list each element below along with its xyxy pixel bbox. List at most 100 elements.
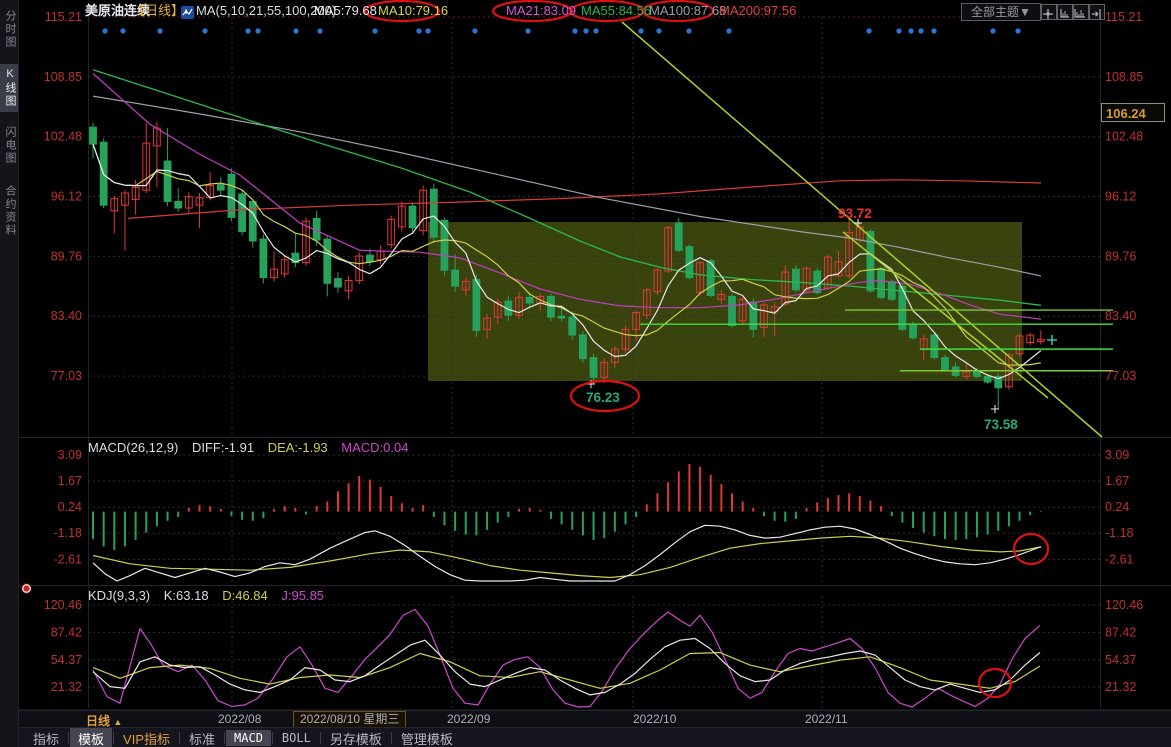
svg-text:54.37: 54.37 (51, 653, 82, 667)
kdj-panel-header: KDJ(9,3,3) K:63.18 D:46.84 J:95.85 (88, 588, 334, 603)
toolbar-divider (271, 732, 273, 744)
svg-text:76.23: 76.23 (586, 390, 620, 405)
toolbar-item-4[interactable]: 标准 (189, 731, 216, 747)
drawing-lines-layer (621, 21, 1113, 438)
svg-text:-2.61: -2.61 (1105, 552, 1134, 566)
period-switcher[interactable]: 日线 ▲ (86, 714, 123, 728)
svg-text:102.48: 102.48 (44, 130, 82, 144)
macd-name: MACD(26,12,9) (88, 440, 179, 455)
svg-text:0.24: 0.24 (58, 500, 82, 514)
ma-value-label: MA55:84.56 (581, 3, 652, 18)
symbol-title: 美原油连续 (85, 3, 151, 18)
ma-value-label: MA21:83.09 (506, 3, 577, 18)
fit-x-axis-icon[interactable] (1073, 4, 1089, 20)
indicator-toolbar: 指标 模板 VIP指标 标准 MACD BOLL 另存模板 管理模板 (18, 727, 1171, 747)
macd-panel-header: MACD(26,12,9) DIFF:-1.91 DEA:-1.93 MACD:… (88, 440, 419, 455)
ma-value-label: MA200:97.56 (719, 3, 797, 18)
toolbar-divider (68, 732, 70, 744)
svg-text:115.21: 115.21 (1105, 10, 1142, 24)
toolbar-divider (113, 732, 115, 744)
price-highlight-label: 106.24 (1101, 103, 1165, 122)
toolbar-item-2[interactable]: 模板 (70, 727, 113, 747)
date-tick-label: 2022/10 (633, 712, 677, 726)
toolbar-divider (319, 732, 321, 744)
svg-text:1.67: 1.67 (1105, 474, 1129, 488)
toolbar-item-7[interactable]: 另存模板 (329, 731, 382, 747)
theme-select-button[interactable]: 全部主题▼ (961, 3, 1041, 21)
date-axis-row: 日线 ▲ 2022/08/10 星期三 2022/08 2022/09 2022/1… (18, 710, 1171, 728)
kdj-d-readout: D:46.84 (222, 588, 268, 603)
date-tick-label: 2022/11 (805, 712, 848, 726)
svg-text:77.03: 77.03 (1105, 369, 1136, 383)
sidebar-tab-4[interactable]: 合约资料 (4, 185, 16, 237)
period-arrow-icon: ▲ (113, 717, 123, 727)
macd-layer (92, 464, 1042, 582)
toolbar-divider (224, 732, 226, 744)
sidebar-tab-2[interactable]: K线图 (0, 64, 18, 112)
svg-text:-1.18: -1.18 (54, 526, 83, 540)
axis-labels-layer: 115.21 115.21 108.85 108.85 102.48 102.48 96.1… (44, 10, 1144, 694)
svg-text:54.37: 54.37 (1105, 653, 1136, 667)
kdj-k-readout: K:63.18 (163, 588, 209, 603)
toolbar-item-5[interactable]: MACD (226, 730, 271, 746)
selected-date-label: 2022/08/10 星期三 (293, 711, 407, 728)
toolbar-item-3[interactable]: VIP指标 (123, 731, 170, 747)
shift-right-icon[interactable] (1089, 4, 1105, 20)
svg-text:73.58: 73.58 (984, 417, 1018, 432)
macd-macd-readout: MACD:0.04 (341, 440, 409, 455)
svg-text:0.24: 0.24 (1105, 500, 1129, 514)
macd-dea-readout: DEA:-1.93 (267, 440, 328, 455)
toolbar-item-6[interactable]: BOLL (281, 731, 311, 745)
event-dots-layer (102, 28, 1021, 34)
svg-text:93.72: 93.72 (838, 206, 872, 221)
sidebar-tab-1[interactable]: 分时图 (4, 10, 16, 49)
svg-text:120.46: 120.46 (44, 598, 82, 612)
svg-text:87.42: 87.42 (1105, 625, 1136, 639)
svg-text:102.48: 102.48 (1105, 130, 1143, 144)
svg-text:89.76: 89.76 (51, 249, 82, 263)
toolbar-item-1[interactable]: 指标 (33, 731, 60, 747)
annotations-layer: 93.72 76.23 73.58 (363, 0, 1057, 699)
svg-text:1.67: 1.67 (58, 474, 82, 488)
ma-settings-label: MA(5,10,21,55,100,200) (196, 3, 337, 18)
ma-lines-layer (92, 69, 1042, 380)
svg-text:21.32: 21.32 (51, 680, 82, 694)
svg-text:108.85: 108.85 (44, 70, 82, 84)
svg-text:3.09: 3.09 (58, 448, 82, 462)
kline-icon (181, 4, 194, 26)
ma-value-label: MA100:87.68 (649, 3, 727, 18)
date-tick-label: 2022/09 (447, 712, 491, 726)
sidebar-tab-3[interactable]: 闪电图 (4, 126, 16, 165)
macd-diff-readout: DIFF:-1.91 (191, 440, 255, 455)
svg-text:96.12: 96.12 (1105, 190, 1136, 204)
alert-dot-icon (22, 584, 31, 593)
period-tag: 【日线】 (132, 3, 185, 18)
svg-text:21.32: 21.32 (1105, 680, 1136, 694)
svg-text:3.09: 3.09 (1105, 448, 1129, 462)
toolbar-divider (179, 732, 180, 744)
left-tab-sidebar: 分时图 K线图闪电图合约资料 (0, 0, 19, 747)
svg-text:87.42: 87.42 (51, 625, 82, 639)
kdj-j-readout: J:95.85 (281, 588, 325, 603)
top-info-bar: 美原油连续 【日线】 MA(5,10,21,55,100,200) MA5:79… (18, 0, 1171, 22)
svg-text:96.12: 96.12 (51, 190, 82, 204)
svg-text:77.03: 77.03 (51, 369, 82, 383)
kdj-name: KDJ(9,3,3) (88, 588, 151, 603)
fit-y-axis-icon[interactable] (1057, 4, 1073, 20)
svg-text:115.21: 115.21 (45, 10, 82, 24)
ma-value-label: MA5:79.68 (314, 3, 377, 18)
svg-text:89.76: 89.76 (1105, 249, 1136, 263)
ma-value-label: MA10:79.16 (378, 3, 449, 18)
candles-layer (89, 121, 1045, 409)
toolbar-item-8[interactable]: 管理模板 (400, 731, 453, 747)
svg-text:120.46: 120.46 (1105, 598, 1143, 612)
svg-text:108.85: 108.85 (1105, 70, 1143, 84)
svg-text:-2.61: -2.61 (54, 552, 83, 566)
svg-text:83.40: 83.40 (51, 309, 82, 323)
svg-text:-1.18: -1.18 (1105, 526, 1134, 540)
move-icon[interactable] (1041, 4, 1057, 20)
kdj-layer (92, 608, 1041, 708)
date-tick-label: 2022/08 (218, 712, 262, 726)
